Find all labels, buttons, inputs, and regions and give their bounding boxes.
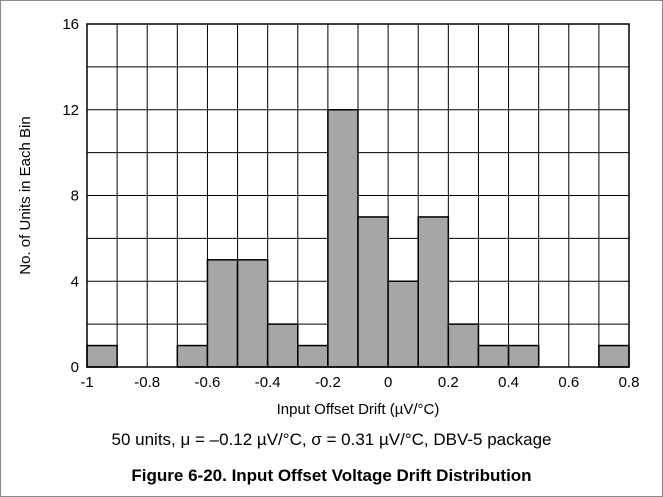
x-tick-labels: -1 -0.8 -0.6 -0.4 -0.2 0 0.2 0.4 0.6 0.8 <box>80 374 639 391</box>
histogram-bar <box>297 344 329 368</box>
histogram-bar <box>176 344 209 368</box>
chart-note: 50 units, μ = –0.12 µV/°C, σ = 0.31 µV/°… <box>111 430 552 449</box>
histogram-bar <box>477 344 510 368</box>
y-axis-label: No. of Units in Each Bin <box>17 116 34 274</box>
x-tick-label: 0 <box>384 374 392 391</box>
x-tick-label: -0.8 <box>134 374 160 391</box>
x-tick-label: 0.8 <box>619 374 640 391</box>
histogram-bar <box>206 259 239 368</box>
x-tick-label: -1 <box>80 374 93 391</box>
histogram-bar <box>266 323 299 368</box>
y-tick-label: 4 <box>71 273 79 290</box>
histogram-bar <box>236 259 269 368</box>
x-tick-label: 0.6 <box>558 374 579 391</box>
x-tick-label: 0.2 <box>438 374 459 391</box>
histogram-bar <box>86 344 118 368</box>
histogram-bar <box>387 280 419 368</box>
histogram-bar <box>357 216 389 368</box>
x-axis-label: Input Offset Drift (µV/°C) <box>277 401 440 418</box>
y-tick-label: 8 <box>71 188 79 205</box>
histogram-bar <box>507 344 540 368</box>
histogram-bar <box>598 344 630 368</box>
figure-title: Figure 6-20. Input Offset Voltage Drift … <box>131 466 532 485</box>
histogram-bar <box>447 323 480 368</box>
y-tick-label: 12 <box>62 102 79 119</box>
plot-border <box>86 23 630 368</box>
x-tick-label: -0.2 <box>315 374 341 391</box>
y-tick-label: 0 <box>71 359 79 376</box>
x-tick-label: -0.4 <box>255 374 281 391</box>
bars <box>86 109 630 368</box>
x-tick-label: 0.4 <box>498 374 519 391</box>
y-tick-label: 16 <box>62 16 79 33</box>
y-tick-labels: 0 4 8 12 16 <box>62 16 79 376</box>
histogram-bar <box>417 216 450 368</box>
histogram-bar <box>327 109 359 368</box>
x-tick-label: -0.6 <box>195 374 221 391</box>
